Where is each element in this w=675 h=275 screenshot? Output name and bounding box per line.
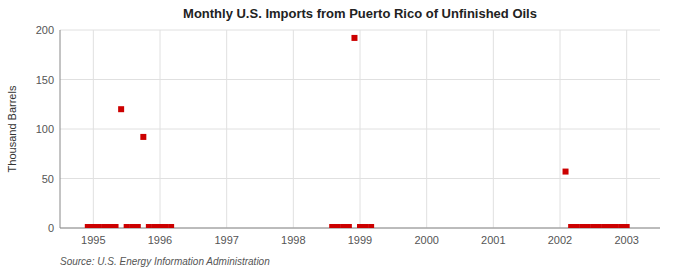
point — [568, 224, 574, 228]
point — [140, 134, 146, 140]
point — [363, 224, 369, 228]
x-tick-label: 2001 — [481, 234, 505, 246]
x-grid-line — [360, 30, 361, 228]
y-tick-label: 0 — [48, 222, 54, 234]
point — [368, 224, 374, 228]
source-note: Source: U.S. Energy Information Administ… — [60, 256, 270, 267]
point — [118, 106, 124, 112]
point — [163, 224, 169, 228]
point — [579, 224, 585, 228]
grid — [60, 30, 660, 228]
x-grid-line — [93, 30, 94, 228]
y-tick-label: 50 — [42, 173, 54, 185]
point — [151, 224, 157, 228]
points — [85, 35, 630, 228]
point — [357, 224, 363, 228]
x-tick-label: 1997 — [214, 234, 238, 246]
y-axis-line — [60, 30, 61, 228]
point — [113, 224, 119, 228]
point — [346, 224, 352, 228]
y-axis-label: Thousand Barrels — [6, 85, 18, 172]
point — [129, 224, 135, 228]
x-grid-line — [293, 30, 294, 228]
point — [624, 224, 630, 228]
point — [585, 224, 591, 228]
point — [601, 224, 607, 228]
point — [590, 224, 596, 228]
x-tick-label: 2000 — [414, 234, 438, 246]
point — [335, 224, 341, 228]
x-grid-line — [160, 30, 161, 228]
chart: Monthly U.S. Imports from Puerto Rico of… — [0, 0, 675, 275]
x-grid-line — [560, 30, 561, 228]
point — [168, 224, 174, 228]
point — [563, 169, 569, 175]
point — [596, 224, 602, 228]
point — [351, 35, 357, 41]
x-grid-line — [426, 30, 427, 228]
point — [107, 224, 113, 228]
x-tick-label: 1998 — [281, 234, 305, 246]
point — [618, 224, 624, 228]
point — [340, 224, 346, 228]
y-tick-label: 100 — [36, 123, 54, 135]
point — [135, 224, 141, 228]
x-grid-line — [493, 30, 494, 228]
point — [96, 224, 102, 228]
x-grid-line — [626, 30, 627, 228]
point — [90, 224, 96, 228]
x-tick-label: 1999 — [348, 234, 372, 246]
point — [574, 224, 580, 228]
x-tick-label: 1996 — [148, 234, 172, 246]
x-grid-line — [226, 30, 227, 228]
x-tick-label: 1995 — [81, 234, 105, 246]
point — [329, 224, 335, 228]
y-tick-label: 200 — [36, 24, 54, 36]
point — [607, 224, 613, 228]
point — [124, 224, 130, 228]
point — [157, 224, 163, 228]
point — [613, 224, 619, 228]
y-tick-label: 150 — [36, 74, 54, 86]
point — [101, 224, 107, 228]
x-tick-label: 2002 — [548, 234, 572, 246]
title: Monthly U.S. Imports from Puerto Rico of… — [183, 6, 537, 21]
point — [146, 224, 152, 228]
x-tick-label: 2003 — [614, 234, 638, 246]
